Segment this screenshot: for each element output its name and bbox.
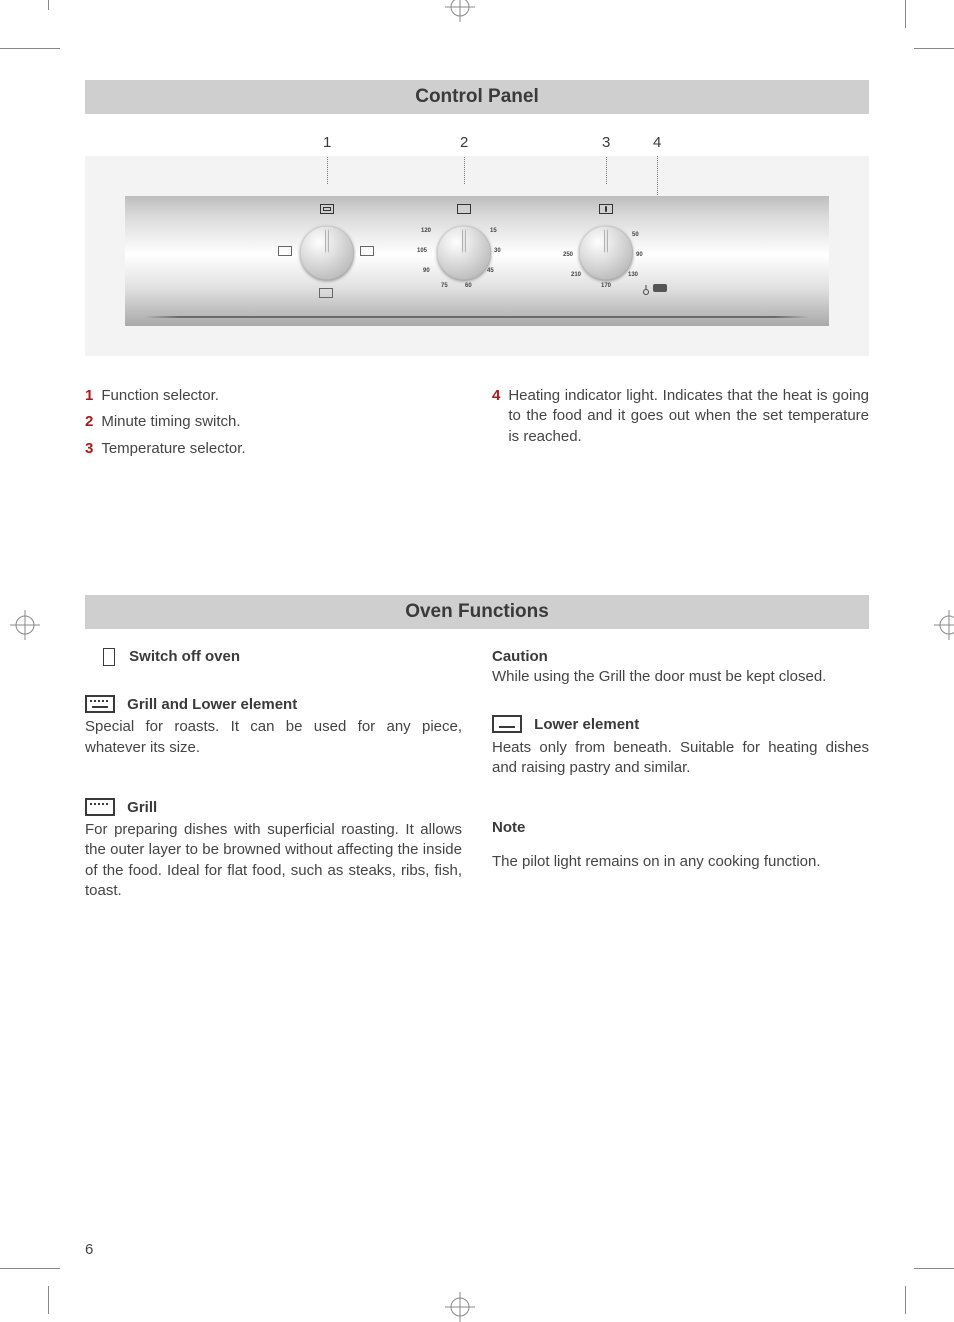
legend-text: Function selector. [101, 387, 219, 404]
knob-icon [320, 204, 334, 214]
knob-icon [599, 204, 613, 214]
callout-line [327, 156, 328, 184]
legend-num: 3 [85, 440, 93, 457]
caution-body: While using the Grill the door must be k… [492, 667, 869, 687]
legend-item: 4 Heating indicator light. Indicates tha… [492, 386, 869, 447]
legend-item: 1 Function selector. [85, 386, 462, 406]
crop-mark [0, 1268, 60, 1269]
panel-baseline [145, 316, 809, 318]
callout-label: 2 [460, 134, 468, 151]
function-body: For preparing dishes with superficial ro… [85, 820, 462, 901]
knob-icon [457, 204, 471, 214]
function-selector-knob [300, 226, 354, 280]
page-content: Control Panel 1 2 3 4 120 105 90 75 60 4… [85, 80, 869, 1254]
legend-text: Temperature selector. [101, 440, 245, 457]
crop-mark [905, 0, 906, 28]
timer-tick: 105 [417, 248, 427, 254]
registration-mark-icon [445, 1292, 475, 1322]
function-lower: Lower element Heats only from beneath. S… [492, 715, 869, 778]
lower-element-icon [492, 715, 522, 733]
callout-label: 1 [323, 134, 331, 151]
oven-functions-content: Switch off oven Grill and Lower element … [85, 647, 869, 929]
section-title-oven-functions: Oven Functions [85, 595, 869, 629]
pilot-symbol-icon [642, 282, 650, 292]
grill-lower-icon [85, 695, 115, 713]
temp-tick: 50 [632, 232, 639, 238]
function-title: Grill [127, 799, 157, 816]
legend-num: 1 [85, 387, 93, 404]
legend-num: 2 [85, 413, 93, 430]
temp-tick: 250 [563, 252, 573, 258]
function-grill-lower: Grill and Lower element Special for roas… [85, 695, 462, 758]
crop-mark [48, 0, 49, 10]
switch-off-icon [103, 648, 115, 666]
timer-tick: 45 [487, 268, 494, 274]
function-icon [278, 246, 292, 256]
function-icon [319, 288, 333, 298]
callout-line [464, 156, 465, 184]
pilot-light-icon [653, 284, 667, 292]
grill-icon [85, 798, 115, 816]
function-icon [360, 246, 374, 256]
function-switch-off: Switch off oven [85, 647, 462, 667]
crop-mark [48, 1286, 49, 1314]
function-grill: Grill For preparing dishes with superfic… [85, 798, 462, 901]
function-title: Switch off oven [129, 648, 240, 665]
crop-mark [905, 1286, 906, 1314]
legend-item: 2 Minute timing switch. [85, 412, 462, 432]
timer-tick: 30 [494, 248, 501, 254]
function-title: Lower element [534, 716, 639, 733]
registration-mark-icon [934, 610, 954, 640]
note-body: The pilot light remains on in any cookin… [492, 852, 869, 872]
timer-tick: 75 [441, 283, 448, 289]
function-body: Special for roasts. It can be used for a… [85, 717, 462, 758]
crop-mark [914, 1268, 954, 1269]
legend-item: 3 Temperature selector. [85, 439, 462, 459]
control-panel-diagram: 120 105 90 75 60 45 30 15 50 90 130 170 … [85, 156, 869, 356]
callout-line [606, 156, 607, 184]
timer-tick: 120 [421, 228, 431, 234]
function-title: Grill and Lower element [127, 696, 297, 713]
timer-tick: 15 [490, 228, 497, 234]
temp-tick: 210 [571, 272, 581, 278]
temp-tick: 130 [628, 272, 638, 278]
registration-mark-icon [445, 0, 475, 22]
crop-mark [0, 48, 60, 49]
registration-mark-icon [10, 610, 40, 640]
temp-tick: 90 [636, 252, 643, 258]
function-body: Heats only from beneath. Suitable for he… [492, 738, 869, 779]
legend-text: Minute timing switch. [101, 413, 240, 430]
note-block: Note The pilot light remains on in any c… [492, 818, 869, 873]
timer-knob [437, 226, 491, 280]
temperature-knob [579, 226, 633, 280]
crop-mark [914, 48, 954, 49]
caution-title: Caution [492, 647, 869, 667]
page-number: 6 [85, 1241, 93, 1258]
legend-num: 4 [492, 386, 500, 447]
callout-label: 3 [602, 134, 610, 151]
legend-text: Heating indicator light. Indicates that … [508, 386, 869, 447]
caution-block: Caution While using the Grill the door m… [492, 647, 869, 688]
temp-tick: 170 [601, 283, 611, 289]
control-panel-legend: 1 Function selector. 2 Minute timing switc… [85, 386, 869, 465]
timer-tick: 60 [465, 283, 472, 289]
section-title-control-panel: Control Panel [85, 80, 869, 114]
timer-tick: 90 [423, 268, 430, 274]
callout-label: 4 [653, 134, 661, 151]
note-title: Note [492, 818, 869, 838]
